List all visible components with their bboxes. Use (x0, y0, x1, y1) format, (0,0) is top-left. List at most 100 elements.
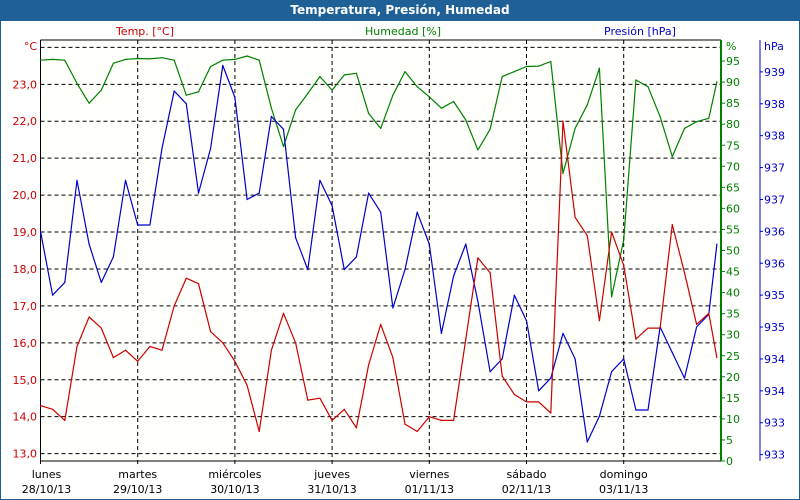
temperature-data-point (282, 312, 285, 314)
pressure-unit: hPa (764, 40, 784, 53)
humidity-data-point (210, 65, 212, 68)
temperature-data-point (610, 231, 613, 233)
humidity-tick-label: 15 (726, 392, 740, 405)
pressure-data-point (538, 390, 540, 392)
humidity-unit: % (726, 40, 736, 53)
pressure-data-point (124, 179, 127, 181)
pressure-data-point (112, 256, 114, 258)
humidity-data-point (173, 59, 175, 61)
temperature-data-point (671, 224, 673, 226)
temperature-data-point (149, 345, 151, 348)
temperature-data-point (124, 349, 127, 351)
humidity-tick-label: 50 (726, 245, 740, 258)
humidity-data-point (197, 91, 200, 93)
humidity-data-point (39, 59, 42, 61)
humidity-tick-label: 30 (726, 329, 740, 342)
humidity-data-point (319, 76, 321, 78)
pressure-data-point (39, 230, 42, 232)
temperature-tick-label: 21,0 (13, 152, 38, 165)
pressure-tick-label: 937 (764, 162, 785, 175)
humidity-tick-label: 80 (726, 118, 740, 131)
humidity-data-point (538, 65, 540, 67)
humidity-tick-label: 70 (726, 160, 740, 173)
pressure-data-point (623, 358, 625, 360)
pressure-data-point (647, 409, 649, 411)
pressure-data-point (696, 326, 698, 328)
temperature-data-point (319, 397, 321, 399)
temperature-unit: °C (24, 40, 38, 53)
temperature-axis-title: Temp. [°C] (115, 25, 174, 38)
temperature-data-point (343, 408, 345, 410)
x-tick-label-date: 01/11/13 (405, 483, 454, 496)
pressure-data-point (716, 243, 718, 245)
temperature-tick-label: 18,0 (13, 263, 38, 276)
x-tick-label-date: 03/11/13 (599, 483, 648, 496)
temperature-data-point (574, 216, 576, 218)
humidity-tick-label: 40 (726, 287, 740, 300)
pressure-data-point (586, 441, 588, 443)
temperature-data-point (173, 305, 175, 307)
pressure-data-point (319, 179, 321, 181)
pressure-data-point (392, 307, 394, 309)
humidity-data-point (124, 58, 127, 60)
temperature-data-point (331, 419, 333, 421)
pressure-tick-label: 934 (764, 385, 785, 398)
humidity-data-point (683, 127, 686, 130)
temperature-data-point (222, 342, 224, 344)
pressure-data-point (52, 294, 54, 296)
pressure-data-point (210, 147, 212, 150)
humidity-data-point (355, 72, 357, 74)
humidity-data-point (295, 109, 297, 111)
pressure-data-point (501, 358, 503, 360)
humidity-data-point (64, 59, 66, 61)
pressure-data-point (513, 294, 515, 296)
temperature-data-point (246, 384, 248, 386)
x-tick-label-date: 02/11/13 (502, 483, 551, 496)
temperature-data-point (355, 427, 357, 429)
pressure-data-point (222, 64, 224, 67)
humidity-data-point (331, 89, 333, 91)
temperature-data-point (392, 356, 394, 359)
humidity-data-point (465, 119, 467, 121)
temperature-data-point (52, 408, 54, 410)
humidity-data-point (392, 94, 394, 96)
temperature-data-point (538, 401, 540, 403)
pressure-tick-label: 936 (764, 225, 785, 238)
x-tick-label-day: jueves (313, 468, 350, 481)
humidity-data-point (477, 149, 479, 151)
pressure-data-point (88, 243, 90, 245)
temperature-data-point (683, 272, 686, 274)
temperature-data-point (550, 412, 552, 414)
temperature-tick-label: 15,0 (13, 374, 38, 387)
x-tick-label-day: martes (118, 468, 157, 481)
pressure-data-point (477, 300, 479, 303)
pressure-data-point (635, 409, 637, 411)
temperature-data-point (39, 405, 42, 407)
humidity-tick-label: 65 (726, 181, 740, 194)
temperature-tick-label: 16,0 (13, 337, 38, 350)
temperature-data-point (525, 401, 528, 403)
humidity-tick-label: 75 (726, 139, 740, 152)
humidity-data-point (52, 58, 54, 60)
pressure-data-point (343, 269, 345, 271)
window-title: Temperatura, Presión, Humedad (0, 0, 800, 21)
temperature-data-point (696, 323, 698, 325)
humidity-data-point (137, 57, 139, 60)
humidity-data-point (671, 156, 673, 158)
pressure-data-point (234, 96, 236, 99)
temperature-data-point (234, 360, 236, 362)
temperature-data-point (428, 416, 430, 418)
x-tick-label-date: 30/10/13 (210, 483, 259, 496)
humidity-tick-label: 85 (726, 97, 740, 110)
humidity-tick-label: 90 (726, 76, 740, 89)
temperature-data-point (659, 327, 661, 329)
temperature-data-point (562, 120, 564, 122)
humidity-tick-label: 5 (726, 434, 733, 447)
pressure-data-point (270, 115, 272, 118)
humidity-data-point (696, 121, 698, 123)
temperature-data-point (161, 349, 163, 351)
humidity-tick-label: 25 (726, 350, 740, 363)
temperature-data-point (477, 257, 479, 259)
pressure-data-point (246, 198, 248, 201)
temperature-data-point (197, 283, 200, 285)
